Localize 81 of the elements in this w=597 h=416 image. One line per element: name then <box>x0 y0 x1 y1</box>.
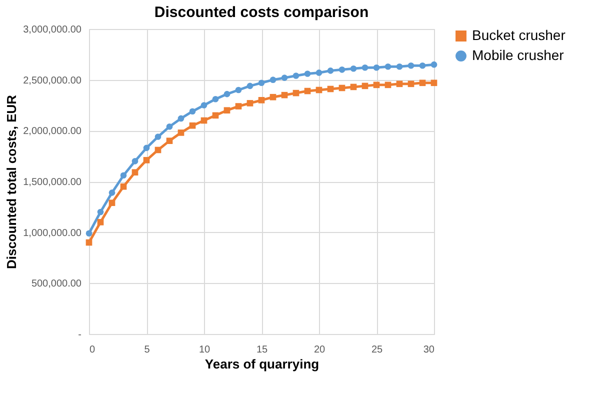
point <box>430 80 438 86</box>
y-axis-title: Discounted total costs, EUR <box>4 94 20 270</box>
legend-label: Bucket crusher <box>472 27 566 43</box>
point <box>224 90 230 98</box>
x-tick-label: 20 <box>314 344 326 356</box>
point <box>419 62 426 69</box>
point <box>189 108 196 115</box>
x-tick-label: 0 <box>90 344 96 356</box>
point <box>212 112 219 119</box>
point <box>154 146 162 154</box>
point <box>86 239 92 246</box>
point <box>235 103 242 110</box>
point <box>120 183 127 190</box>
x-tick-label: 30 <box>423 344 435 356</box>
point <box>132 158 138 164</box>
point <box>212 96 219 102</box>
point <box>338 84 346 92</box>
x-tick-label: 15 <box>256 344 268 356</box>
point <box>258 97 265 104</box>
point <box>304 70 311 77</box>
point <box>292 90 300 96</box>
point <box>362 82 368 90</box>
chart-title: Discounted costs comparison <box>154 4 369 21</box>
point <box>338 66 346 73</box>
point <box>200 102 208 108</box>
point <box>97 219 104 226</box>
point <box>384 63 392 70</box>
point <box>120 172 127 179</box>
point <box>132 169 138 176</box>
y-tick-label: 2,000,000.00 <box>23 126 82 138</box>
y-tick-label: 2,500,000.00 <box>23 75 82 86</box>
y-tick-label: - <box>78 330 82 340</box>
point <box>327 68 334 74</box>
y-tick-label: 1,500,000.00 <box>23 177 82 188</box>
point <box>350 84 357 90</box>
point <box>327 86 334 92</box>
point <box>143 156 150 164</box>
point <box>396 63 403 70</box>
point <box>408 80 414 88</box>
point <box>396 80 403 88</box>
x-tick-label: 5 <box>144 344 150 356</box>
point <box>86 230 92 237</box>
y-tick-label: 500,000.00 <box>31 278 82 290</box>
point <box>108 190 116 196</box>
point <box>166 138 173 144</box>
point <box>246 100 254 106</box>
point <box>166 123 173 130</box>
point <box>419 80 426 86</box>
x-axis-title: Years of quarrying <box>204 356 320 372</box>
x-tick-label: 10 <box>198 344 210 356</box>
point <box>304 88 311 94</box>
point <box>373 64 380 71</box>
x-tick-label: 25 <box>371 344 383 356</box>
point <box>108 200 116 206</box>
point <box>189 122 196 129</box>
point <box>235 86 242 94</box>
point <box>430 61 438 68</box>
y-tick-label: 1,000,000.00 <box>23 228 82 239</box>
point <box>270 94 276 100</box>
point <box>143 144 150 152</box>
point <box>97 208 104 216</box>
point <box>292 72 300 79</box>
point <box>316 86 322 94</box>
point <box>258 80 265 86</box>
point <box>281 74 288 81</box>
point <box>200 117 208 124</box>
legend-label: Mobile crusher <box>472 47 564 63</box>
point <box>350 65 357 72</box>
point <box>224 107 230 114</box>
point <box>178 130 184 136</box>
point <box>246 82 254 90</box>
y-tick-label: 3,000,000.00 <box>23 24 82 36</box>
point <box>408 62 414 69</box>
point <box>384 82 392 88</box>
point <box>270 76 276 83</box>
point <box>316 70 322 76</box>
point <box>281 92 288 98</box>
point <box>178 115 184 122</box>
point <box>154 134 162 140</box>
point <box>373 82 380 88</box>
point <box>362 64 368 71</box>
